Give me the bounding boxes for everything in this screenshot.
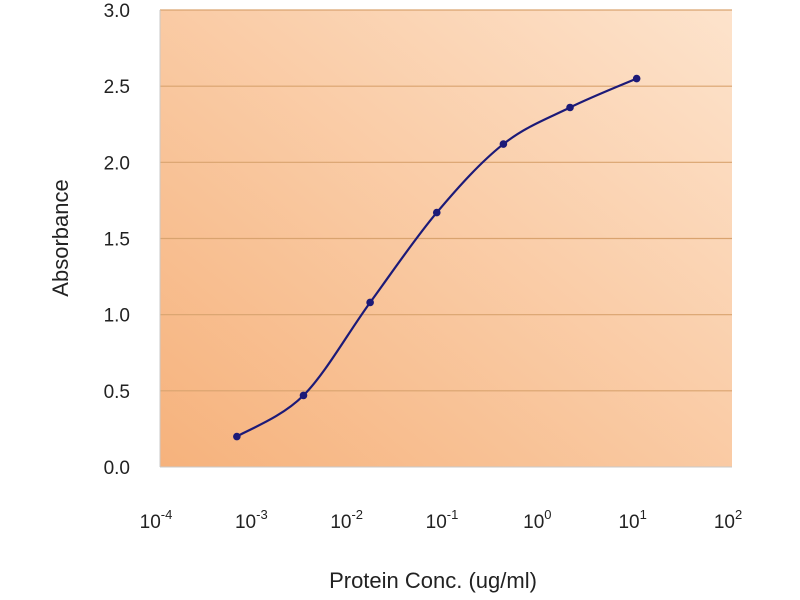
y-tick-label: 1.0 [104, 306, 130, 327]
data-point [299, 391, 308, 400]
y-tick-label: 0.0 [104, 458, 130, 479]
x-tick-label: 10-2 [330, 507, 363, 533]
x-tick-label: 10-4 [140, 507, 173, 533]
x-tick-label: 10-1 [426, 507, 459, 533]
data-point [366, 298, 374, 307]
data-point [233, 432, 241, 441]
y-tick-label: 1.5 [104, 230, 130, 251]
data-point [432, 208, 441, 217]
y-tick-label: 3.0 [104, 1, 130, 22]
data-point [499, 140, 508, 148]
y-tick-label: 2.5 [104, 77, 130, 98]
x-tick-label: 101 [618, 507, 646, 533]
y-axis-title: Absorbance [48, 179, 73, 296]
x-tick-label: 102 [714, 507, 742, 533]
x-axis-title: Protein Conc. (ug/ml) [329, 568, 537, 593]
data-point [566, 103, 574, 112]
x-tick-label: 100 [523, 507, 551, 533]
x-tick-label: 10-3 [235, 507, 268, 533]
y-tick-label: 0.5 [104, 382, 130, 403]
data-point [632, 74, 641, 83]
y-tick-label: 2.0 [104, 153, 130, 174]
